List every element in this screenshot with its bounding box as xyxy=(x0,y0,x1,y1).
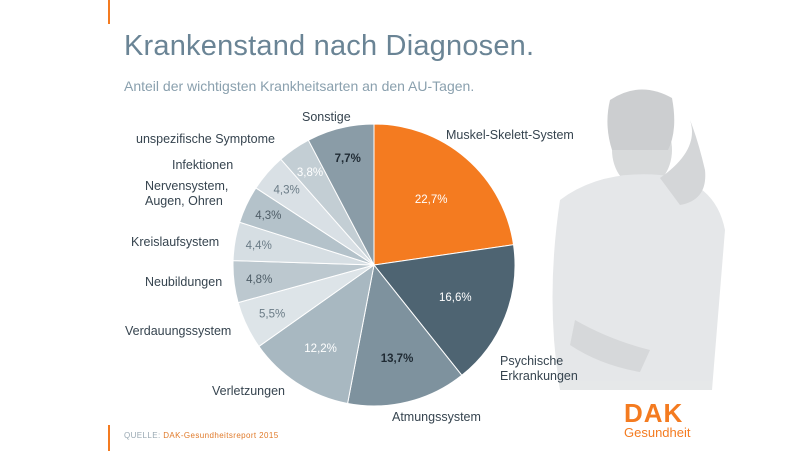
pie-value-label: 5,5% xyxy=(259,308,285,320)
pie-slices xyxy=(232,123,516,407)
pie-category-label: Kreislaufsystem xyxy=(131,235,219,249)
pie-category-label: Sonstige xyxy=(302,110,351,124)
brand-name: DAK xyxy=(624,398,684,428)
pie-value-label: 4,3% xyxy=(255,210,281,222)
pie-slice xyxy=(373,244,516,377)
source-note: QUELLE: DAK-Gesundheitsreport 2015 xyxy=(124,431,279,440)
pie-value-label: 4,8% xyxy=(246,274,272,286)
accent-line-top xyxy=(108,0,110,24)
source-text: DAK-Gesundheitsreport 2015 xyxy=(163,431,279,440)
pie-value-labels: 22,7% 16,6% 13,7% 12,2% 5,5% 4,8% 4,4% 4,3% 4,3%… xyxy=(246,153,472,365)
pie-category-label: Verletzungen xyxy=(212,384,285,398)
chart-title: Krankenstand nach Diagnosen. xyxy=(124,30,535,62)
chart-subtitle: Anteil der wichtigsten Krankheitsarten a… xyxy=(124,78,475,94)
pie-category-label: unspezifische Symptome xyxy=(136,132,275,146)
pie-category-label: Atmungssystem xyxy=(392,410,481,424)
pie-value-label: 4,3% xyxy=(273,184,299,196)
pie-value-label: 4,4% xyxy=(246,240,272,252)
pie-value-label: 22,7% xyxy=(415,194,448,206)
brand-sub: Gesundheit xyxy=(624,425,691,440)
person-photo xyxy=(552,89,725,390)
pie-category-label: Verdauungssystem xyxy=(125,324,231,338)
person-arm-up xyxy=(660,120,706,205)
pie-category-label: Nervensystem, Augen, Ohren xyxy=(145,179,228,208)
pie-category-label: Psychische Erkrankungen xyxy=(500,354,578,383)
person-arm-back xyxy=(570,320,650,372)
pie-category-labels: Muskel-Skelett-System Psychische Erkrankun… xyxy=(125,110,578,424)
source-prefix: QUELLE: xyxy=(124,431,164,440)
pie-value-label: 7,7% xyxy=(335,153,361,165)
pie-value-label: 13,7% xyxy=(381,353,414,365)
pie-value-label: 16,6% xyxy=(439,292,472,304)
person-hair xyxy=(607,89,675,150)
pie-slice xyxy=(258,263,375,405)
pie-category-label: Neubildungen xyxy=(145,275,222,289)
pie-slice xyxy=(346,263,463,407)
pie-value-label: 12,2% xyxy=(304,343,337,355)
pie-category-label: Infektionen xyxy=(172,158,233,172)
brand-logo: DAK Gesundheit xyxy=(624,400,724,440)
pie-value-label: 3,8% xyxy=(297,167,323,179)
accent-line-bottom xyxy=(108,425,110,451)
pie-slice xyxy=(373,123,515,266)
pie-slice xyxy=(307,123,375,266)
pie-category-label: Muskel-Skelett-System xyxy=(446,128,574,142)
